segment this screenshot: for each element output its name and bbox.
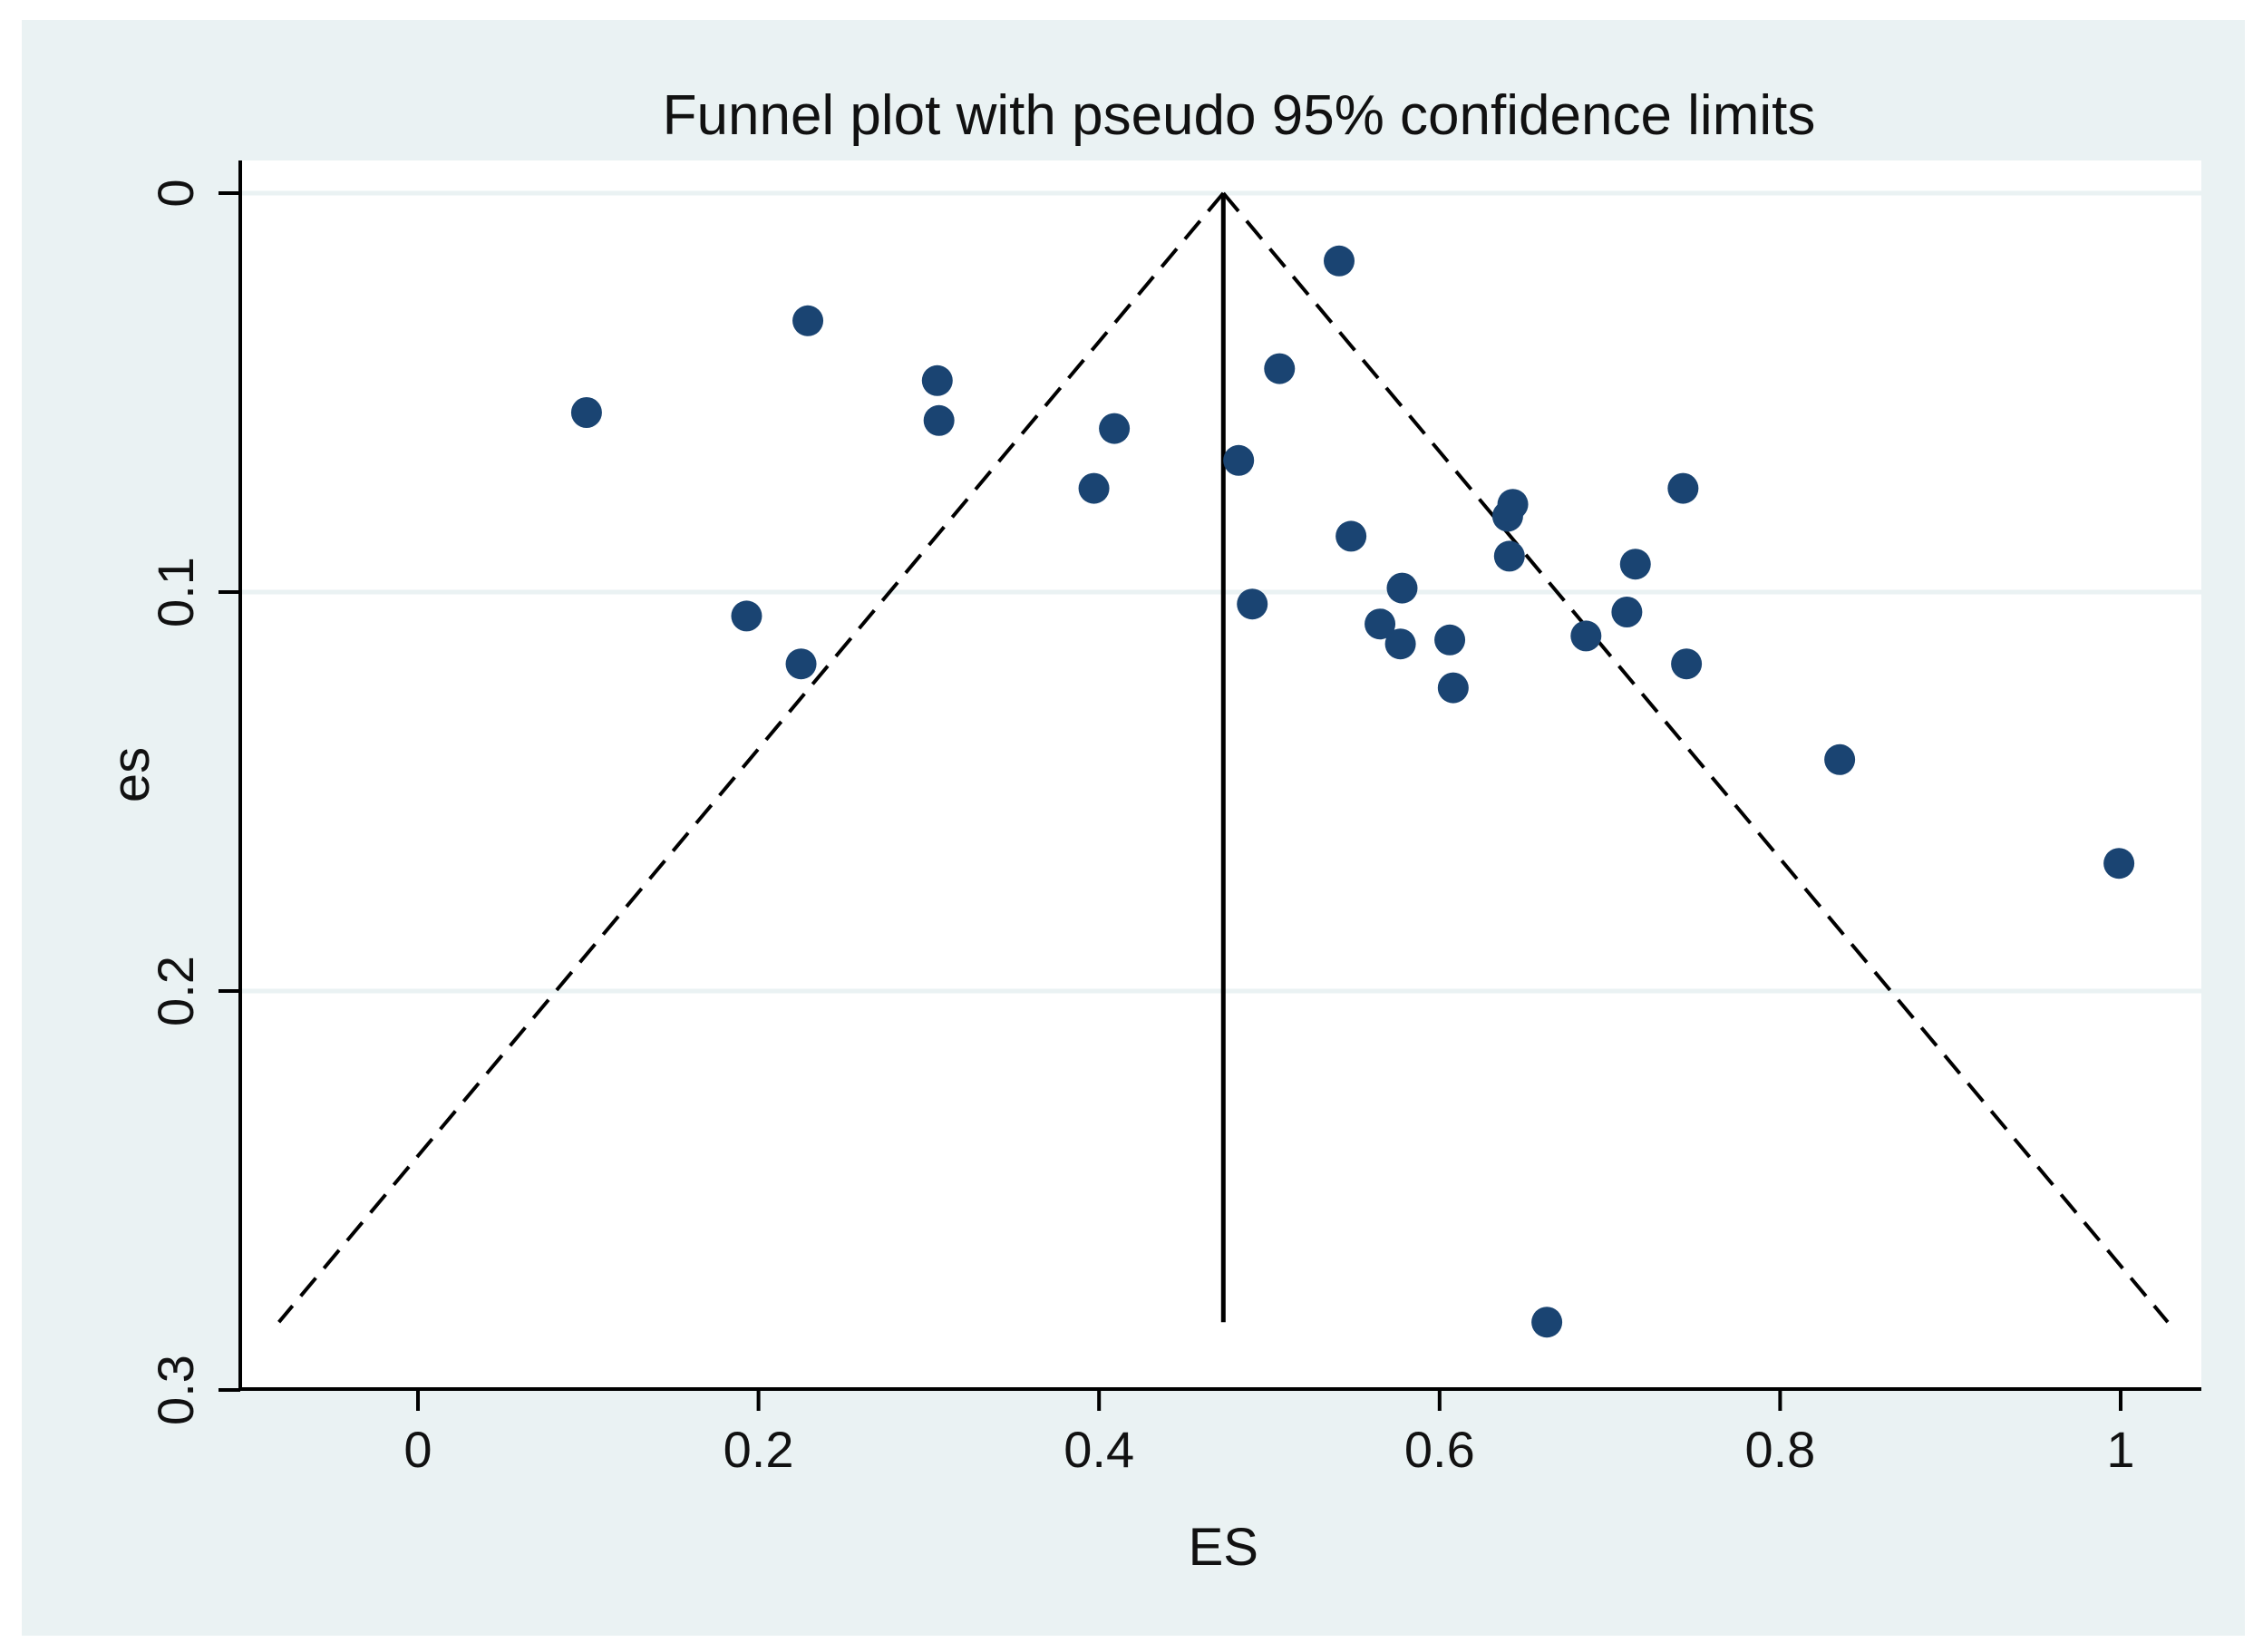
data-point-20 xyxy=(1493,540,1525,572)
data-point-23 xyxy=(1611,597,1643,627)
data-point-5 xyxy=(923,404,955,436)
lower-confidence-limit xyxy=(277,191,1225,1324)
data-point-26 xyxy=(1671,648,1703,680)
figure-background: 0 0.2 0.4 0.6 0.8 1 0 0.1 0.2 0.3 Funnel plot wit… xyxy=(22,20,2245,1636)
plot-area xyxy=(240,160,2201,1389)
x-tick-label-1: 0.2 xyxy=(724,1421,794,1478)
data-point-8 xyxy=(1223,444,1255,476)
data-point-17 xyxy=(1437,672,1469,704)
x-tick-label-3: 0.6 xyxy=(1404,1421,1475,1478)
data-point-4 xyxy=(921,364,953,396)
x-tick-label-2: 0.4 xyxy=(1064,1421,1134,1478)
data-point-15 xyxy=(1386,572,1418,604)
data-point-14 xyxy=(1384,628,1416,660)
y-axis-label: es xyxy=(102,747,160,802)
data-point-3 xyxy=(792,305,824,336)
x-tick-label-4: 0.8 xyxy=(1744,1421,1815,1478)
data-point-0 xyxy=(570,397,602,428)
data-point-16 xyxy=(1434,624,1466,656)
data-point-2 xyxy=(785,648,817,680)
funnel-lines xyxy=(277,191,2170,1324)
data-point-28 xyxy=(2103,848,2135,879)
data-point-6 xyxy=(1078,472,1110,504)
upper-confidence-limit xyxy=(1221,191,2170,1324)
data-point-24 xyxy=(1619,549,1651,580)
x-tick-label-5: 1 xyxy=(2106,1421,2134,1478)
axes: 0 0.2 0.4 0.6 0.8 1 0 0.1 0.2 0.3 xyxy=(147,160,2201,1478)
data-point-21 xyxy=(1531,1307,1563,1338)
data-point-11 xyxy=(1323,245,1355,277)
y-tick-label-0: 0 xyxy=(147,179,204,207)
funnel-plot: 0 0.2 0.4 0.6 0.8 1 0 0.1 0.2 0.3 Funnel plot wit… xyxy=(102,84,2201,1577)
data-point-19 xyxy=(1497,489,1529,520)
data-point-7 xyxy=(1099,413,1131,444)
data-point-9 xyxy=(1237,588,1268,620)
data-points xyxy=(570,245,2135,1338)
data-point-25 xyxy=(1667,472,1699,504)
data-point-12 xyxy=(1335,520,1367,552)
data-point-1 xyxy=(731,600,762,632)
chart-title: Funnel plot with pseudo 95% confidence l… xyxy=(663,84,1816,147)
data-point-22 xyxy=(1570,620,1602,652)
y-tick-label-1: 0.1 xyxy=(147,557,204,627)
data-point-27 xyxy=(1824,743,1856,775)
y-tick-label-2: 0.2 xyxy=(147,956,204,1026)
data-point-13 xyxy=(1365,608,1396,640)
y-tick-label-3: 0.3 xyxy=(147,1355,204,1425)
x-axis-label: ES xyxy=(1189,1518,1258,1577)
data-point-10 xyxy=(1264,353,1296,384)
x-tick-label-0: 0 xyxy=(403,1421,432,1478)
